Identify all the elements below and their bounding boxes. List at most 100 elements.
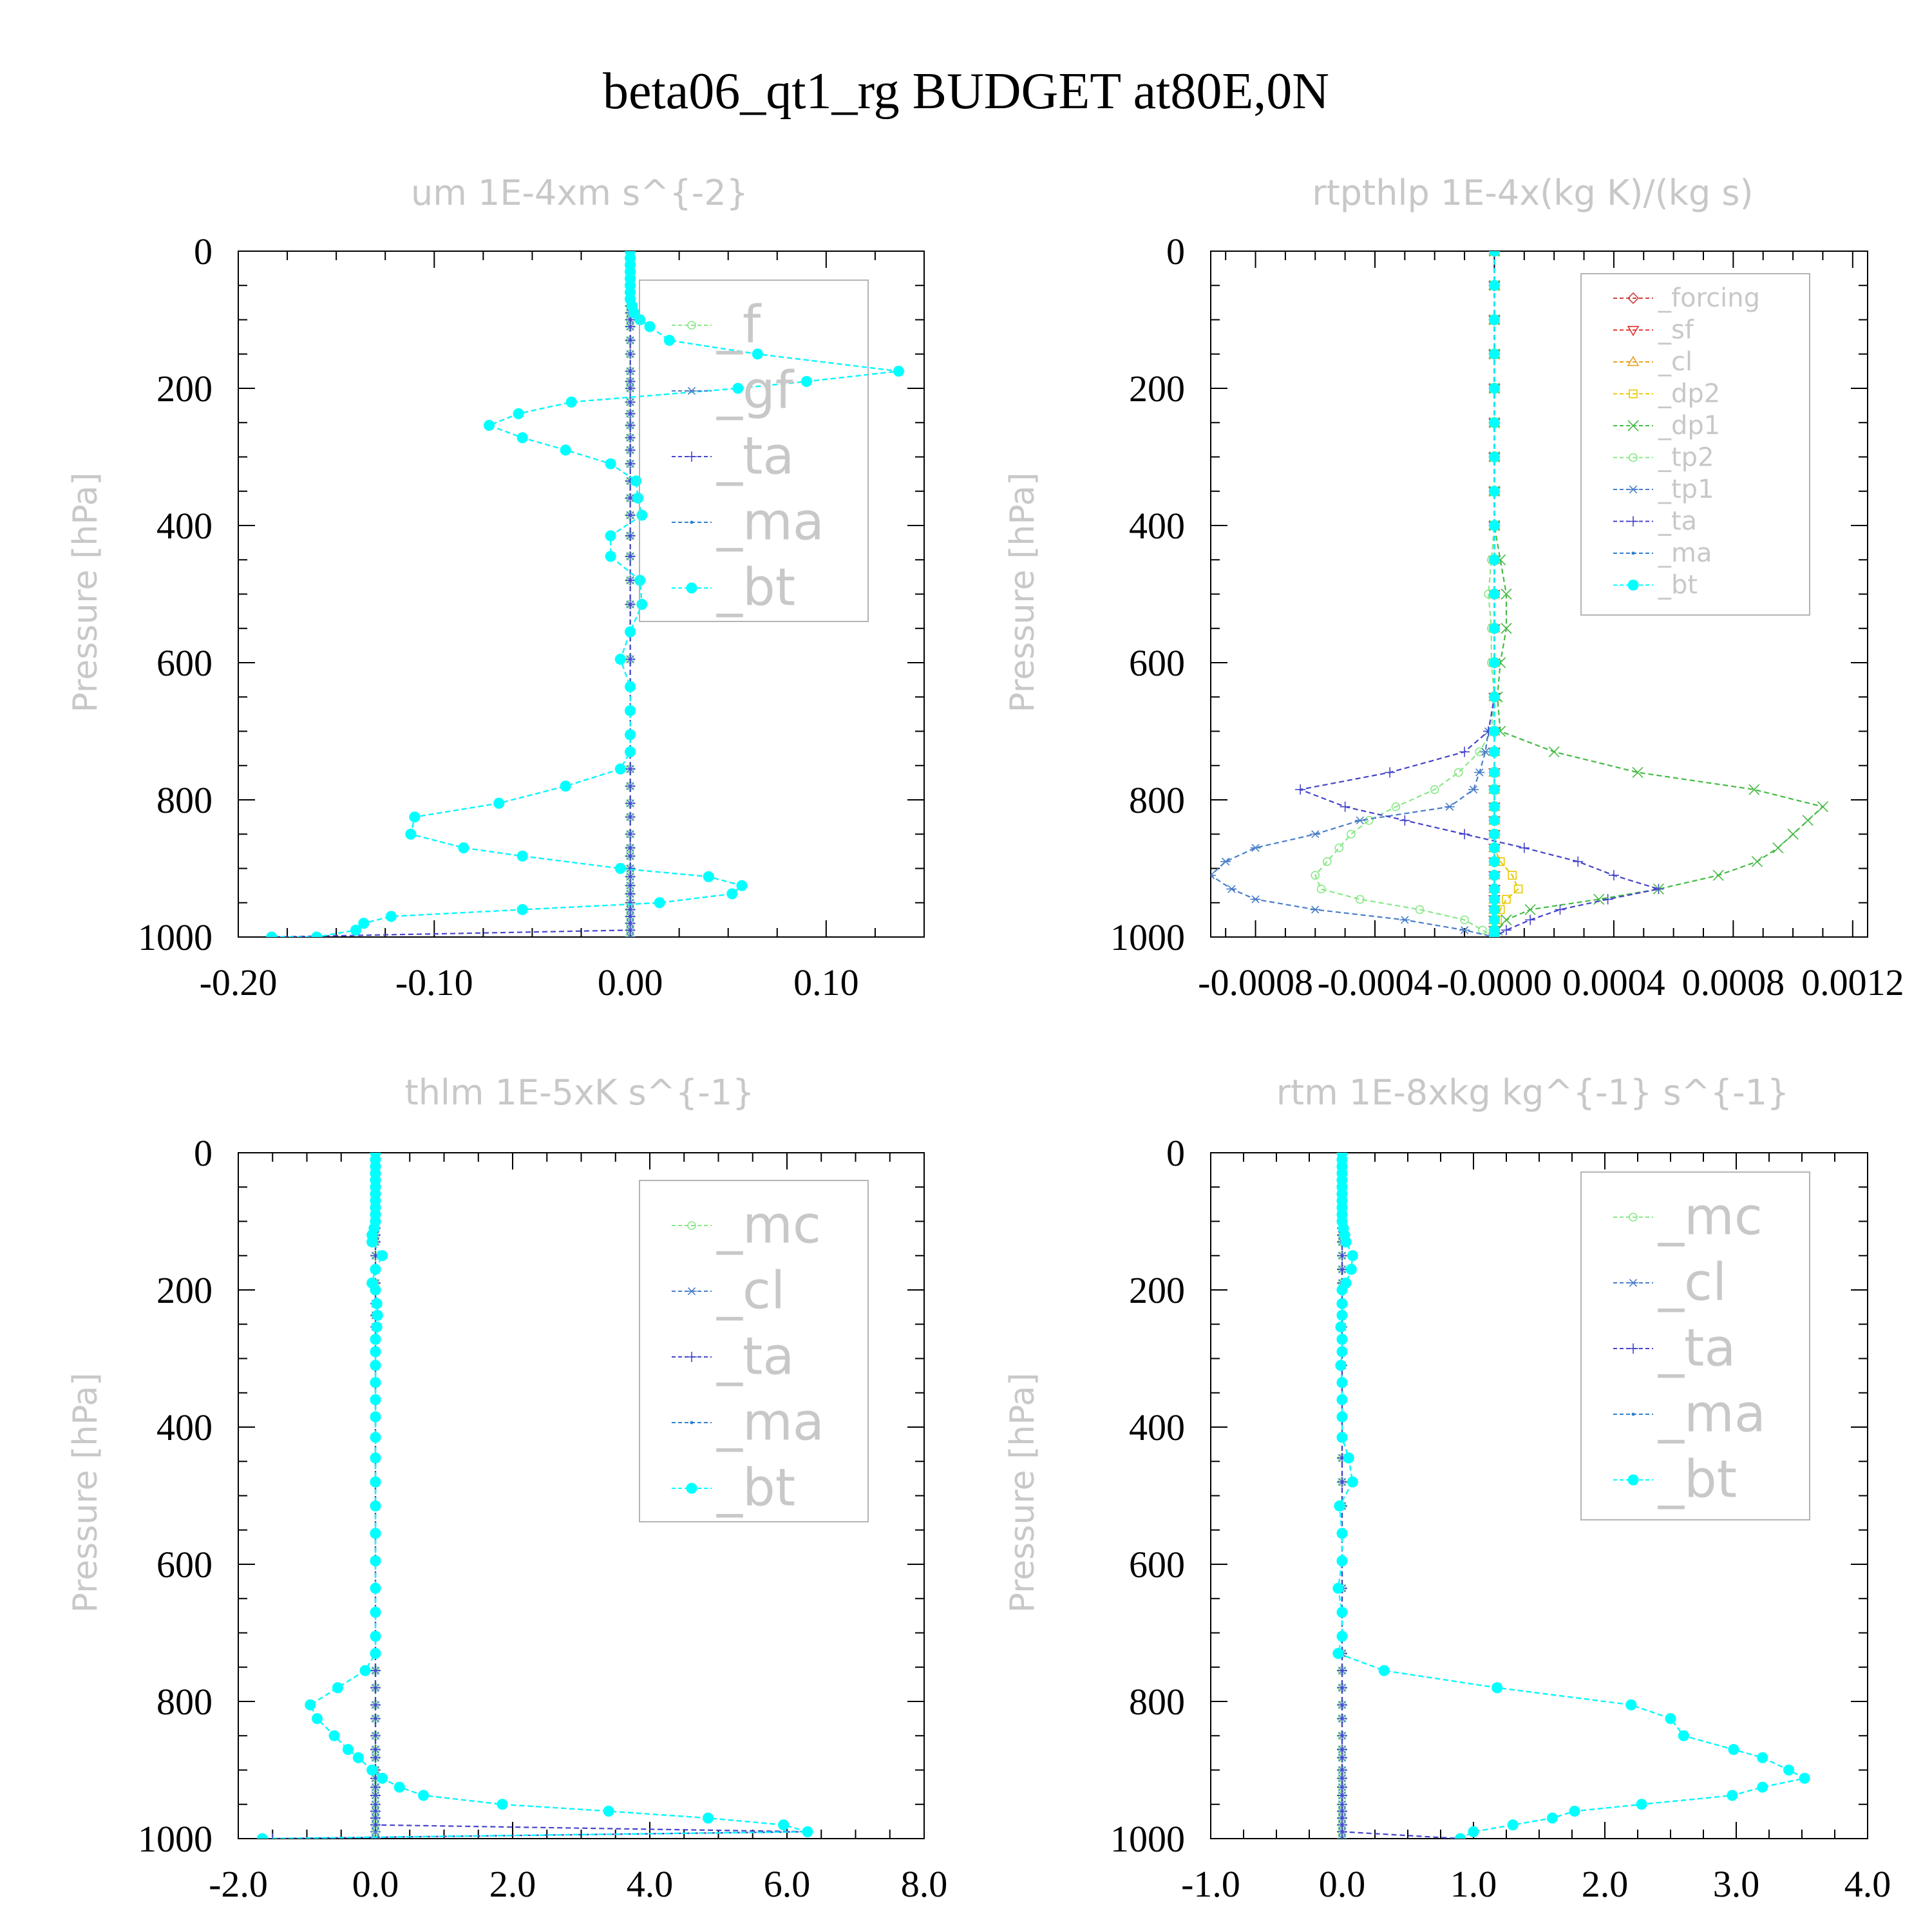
data-point bbox=[1525, 914, 1536, 925]
data-point bbox=[1555, 904, 1566, 915]
data-point bbox=[1336, 1309, 1348, 1321]
data-point bbox=[1492, 1682, 1503, 1694]
legend-label: _ta bbox=[1658, 1318, 1736, 1378]
data-point bbox=[370, 1394, 381, 1405]
panel-title: um 1E-4xm s^{-2} bbox=[411, 173, 748, 213]
legend: _f_gf_ta_ma_bt bbox=[639, 279, 869, 622]
data-point bbox=[1337, 1682, 1347, 1693]
data-point bbox=[625, 420, 636, 431]
data-point bbox=[1629, 389, 1638, 399]
data-point bbox=[630, 475, 642, 487]
data-point bbox=[632, 492, 644, 504]
y-tick-label: 0 bbox=[1166, 231, 1185, 272]
series-bt bbox=[1488, 251, 1501, 937]
y-tick-label: 1000 bbox=[1110, 1818, 1185, 1860]
y-tick-label: 800 bbox=[156, 779, 213, 821]
data-point bbox=[1508, 871, 1517, 880]
legend-item-gf: _gf bbox=[672, 360, 795, 420]
data-point bbox=[1340, 801, 1350, 812]
series-line bbox=[271, 251, 631, 937]
data-point bbox=[605, 530, 616, 542]
y-tick-label: 600 bbox=[1129, 642, 1185, 684]
data-point bbox=[1337, 1773, 1347, 1784]
x-tick-label: -0.0008 bbox=[1198, 961, 1313, 1003]
data-point bbox=[377, 1250, 388, 1262]
data-point bbox=[1488, 784, 1501, 795]
y-tick-label: 0 bbox=[194, 231, 213, 272]
data-point bbox=[1488, 588, 1501, 600]
data-point bbox=[614, 862, 626, 875]
legend-label: _dp1 bbox=[1658, 411, 1720, 440]
data-point bbox=[1336, 1346, 1348, 1358]
data-point bbox=[625, 798, 636, 809]
data-point bbox=[1665, 1713, 1676, 1725]
data-point bbox=[370, 1346, 381, 1358]
data-point bbox=[366, 1764, 378, 1776]
data-point bbox=[1488, 914, 1501, 925]
data-point bbox=[1653, 884, 1664, 895]
data-point bbox=[1488, 691, 1501, 703]
data-point bbox=[1513, 884, 1523, 894]
data-point bbox=[1783, 1764, 1795, 1776]
data-point bbox=[1337, 1752, 1347, 1763]
data-point bbox=[370, 1411, 381, 1423]
legend-label: _bt bbox=[1658, 571, 1698, 600]
data-point bbox=[625, 729, 636, 741]
data-point bbox=[1310, 830, 1321, 838]
data-point bbox=[614, 763, 626, 775]
data-point bbox=[1488, 801, 1501, 813]
data-point bbox=[1488, 251, 1501, 257]
data-point bbox=[1430, 785, 1439, 794]
panel-rtpthlp: rtpthlp 1E-4x(kg K)/(kg s) Pressure [hPa… bbox=[1003, 173, 1904, 1003]
data-point bbox=[1385, 767, 1396, 778]
data-point bbox=[305, 1699, 316, 1710]
data-point bbox=[1727, 1790, 1738, 1801]
data-point bbox=[1347, 829, 1356, 839]
series-layer bbox=[256, 1153, 813, 1839]
data-point bbox=[625, 551, 636, 562]
legend-label: _ta bbox=[716, 426, 794, 486]
data-point bbox=[1501, 623, 1512, 634]
y-tick-label: 400 bbox=[1129, 505, 1185, 547]
legend-item-cl: _cl bbox=[1613, 347, 1692, 377]
y-axis-label: Pressure [hPa] bbox=[66, 473, 105, 713]
data-point bbox=[366, 1236, 378, 1247]
legend-item-ta: _ta bbox=[672, 1326, 794, 1386]
series-tp2 bbox=[1311, 251, 1499, 937]
data-point bbox=[1364, 816, 1374, 825]
data-point bbox=[625, 383, 636, 393]
data-point bbox=[686, 1482, 697, 1494]
data-point bbox=[458, 842, 469, 854]
data-point bbox=[1336, 1298, 1348, 1309]
data-point bbox=[625, 933, 636, 937]
data-point bbox=[1488, 828, 1501, 840]
data-point bbox=[736, 880, 748, 891]
data-point bbox=[1399, 815, 1410, 826]
plot-frame bbox=[1210, 1152, 1868, 1839]
data-point bbox=[385, 911, 397, 922]
data-point bbox=[370, 1834, 381, 1839]
legend-label: _forcing bbox=[1658, 283, 1760, 313]
legend-label: _cl bbox=[1658, 347, 1692, 377]
series-line bbox=[271, 251, 899, 937]
y-tick-label: 800 bbox=[156, 1681, 213, 1723]
data-point bbox=[625, 408, 636, 419]
data-point bbox=[1345, 1264, 1357, 1275]
data-point bbox=[370, 1819, 381, 1830]
x-tick-label: 0.0012 bbox=[1801, 961, 1904, 1003]
data-point bbox=[370, 1631, 381, 1642]
data-point bbox=[342, 1744, 354, 1756]
legend-label: _ta bbox=[716, 1326, 794, 1386]
data-point bbox=[358, 918, 370, 929]
legend-item-cl: _cl bbox=[672, 1260, 785, 1320]
legend-item-sf: _sf bbox=[1613, 316, 1694, 345]
data-point bbox=[1488, 486, 1501, 497]
data-point bbox=[370, 1452, 381, 1464]
data-point bbox=[1627, 420, 1639, 431]
legend-box bbox=[639, 279, 869, 622]
data-point bbox=[654, 897, 665, 909]
figure-title: beta06_qt1_rg BUDGET at80E,0N bbox=[603, 63, 1329, 120]
data-point bbox=[1712, 869, 1724, 881]
data-point bbox=[605, 458, 616, 469]
legend-item-ma: _ma bbox=[672, 1392, 824, 1452]
